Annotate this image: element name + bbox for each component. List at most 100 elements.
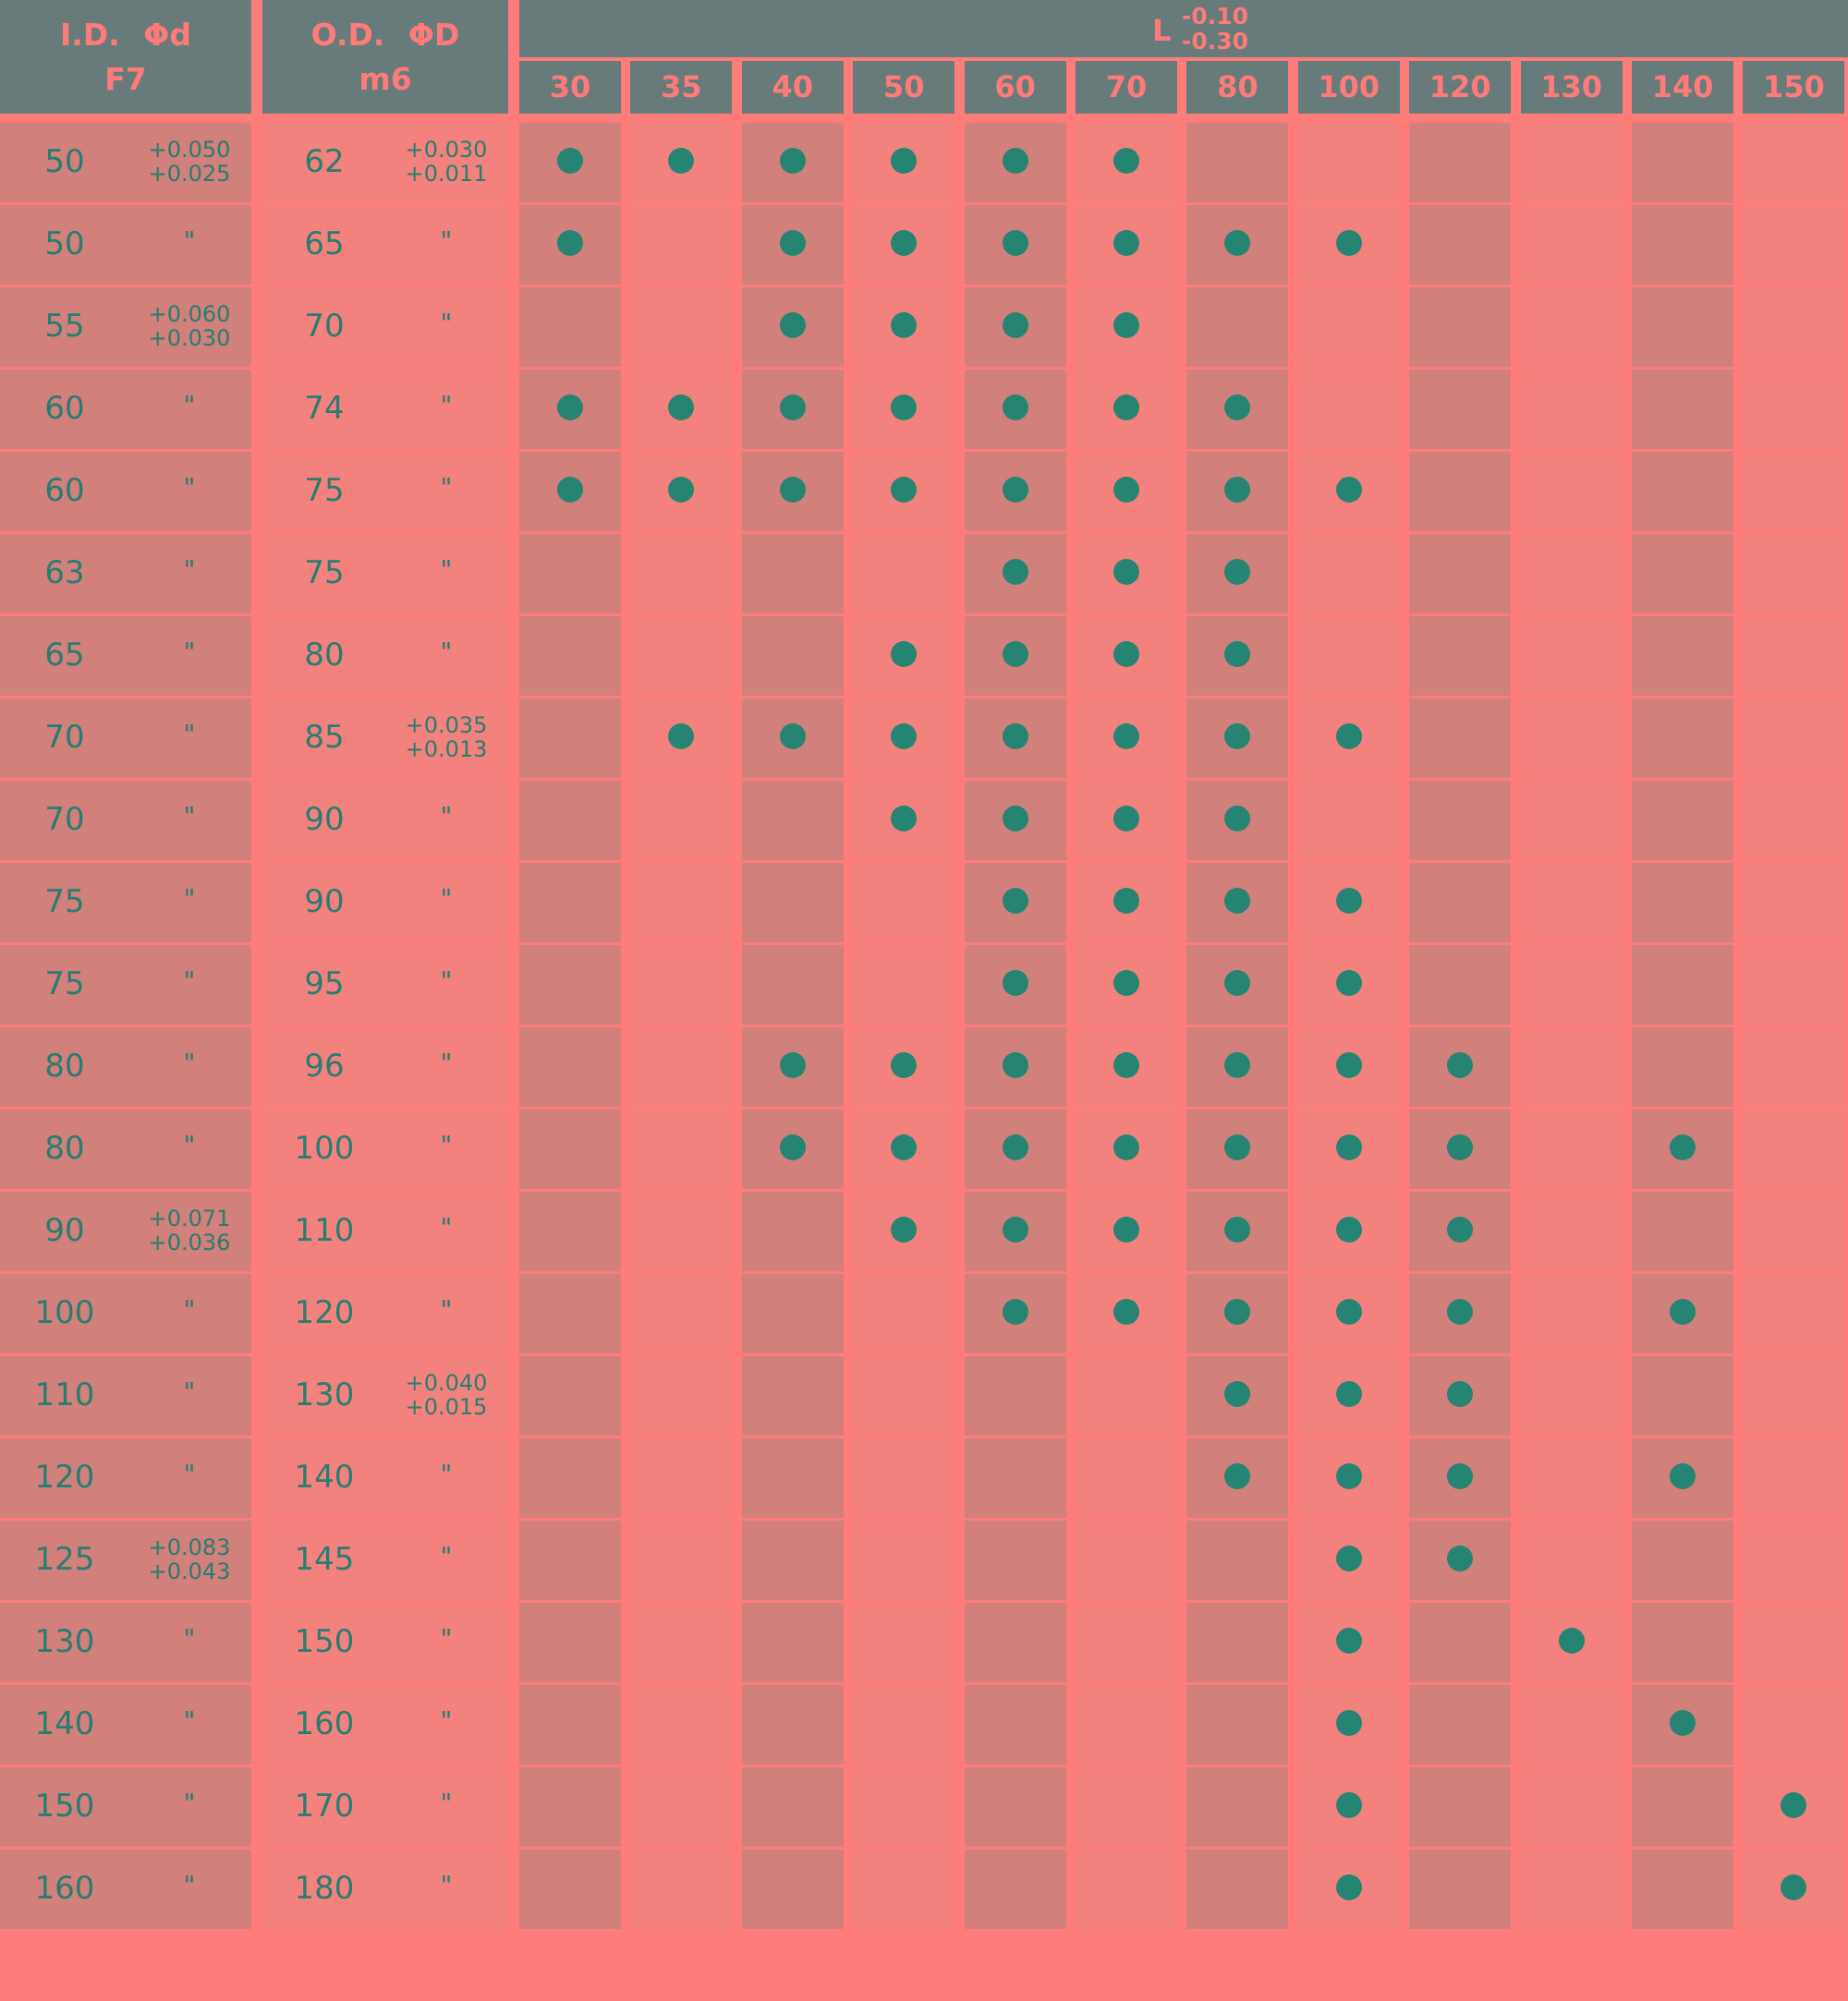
od-cell: 140 ": [262, 1438, 508, 1518]
length-cell-150: [1743, 123, 1845, 202]
id-value: 70: [44, 719, 85, 756]
available-dot: [1335, 1052, 1362, 1078]
id-value: 50: [44, 143, 85, 180]
length-cell-30: [519, 123, 621, 202]
available-dot: [1224, 806, 1251, 831]
available-dot: [1002, 312, 1028, 338]
length-cell-130: [1520, 945, 1623, 1025]
length-cell-60: [964, 1027, 1066, 1107]
length-cell-140: [1632, 1521, 1733, 1600]
length-cell-70: [1076, 1110, 1177, 1189]
length-cell-140: [1632, 287, 1733, 367]
length-cell-100: [1297, 1603, 1400, 1682]
length-cell-50: [853, 452, 955, 531]
length-cell-120: [1409, 863, 1512, 942]
length-cell-140: [1632, 698, 1733, 778]
available-dot: [1113, 970, 1139, 996]
length-cell-50: [853, 534, 955, 613]
od-tolerance: ": [440, 1212, 453, 1243]
length-cell-40: [741, 1685, 844, 1765]
available-dot: [1224, 1299, 1251, 1325]
length-cell-100: [1297, 1849, 1400, 1929]
available-dot: [1113, 1299, 1139, 1325]
id-cell: 80 ": [0, 1027, 251, 1107]
length-cell-130: [1520, 1438, 1623, 1518]
od-cell: 110 ": [262, 1192, 508, 1271]
length-cell-150: [1743, 1110, 1845, 1189]
id-cell: 50 +0.050 +0.025: [0, 123, 251, 202]
id-tolerance: ": [183, 1376, 196, 1407]
id-cell: 60 ": [0, 370, 251, 449]
length-cell-120: [1409, 452, 1512, 531]
length-cell-80: [1186, 1438, 1289, 1518]
od-cell: 75 ": [262, 534, 508, 613]
available-dot: [1447, 1134, 1474, 1160]
available-dot: [1781, 1792, 1807, 1818]
od-tolerance: ": [440, 225, 453, 256]
od-grade: m6: [359, 61, 412, 97]
length-cell-50: [853, 863, 955, 942]
available-dot: [1447, 1546, 1474, 1571]
id-label: I.D.: [60, 17, 120, 53]
od-tolerance: ": [440, 1788, 453, 1818]
available-dot: [1335, 1463, 1362, 1489]
length-cell-30: [519, 452, 621, 531]
id-cell: 160 ": [0, 1849, 251, 1929]
id-tolerance-line: +0.043: [148, 1558, 231, 1584]
od-tolerance: ": [440, 1870, 453, 1900]
length-cell-80: [1186, 698, 1289, 778]
od-value: 74: [304, 390, 345, 427]
available-dot: [557, 230, 583, 256]
length-cell-70: [1076, 698, 1177, 778]
length-cell-120: [1409, 1767, 1512, 1847]
length-cell-30: [519, 534, 621, 613]
id-tolerance: ": [183, 965, 196, 996]
length-col-150: 150: [1743, 61, 1845, 114]
od-tolerance: ": [440, 965, 453, 996]
id-symbol: Φd: [143, 17, 191, 53]
od-tolerance: ": [440, 637, 453, 667]
length-cell-140: [1632, 1767, 1733, 1847]
length-cell-70: [1076, 1767, 1177, 1847]
length-cell-100: [1297, 205, 1400, 285]
od-tolerance: ": [440, 472, 453, 503]
length-cell-100: [1297, 370, 1400, 449]
length-cell-150: [1743, 1274, 1845, 1353]
length-cell-120: [1409, 1685, 1512, 1765]
od-value: 180: [294, 1870, 355, 1907]
length-cell-30: [519, 287, 621, 367]
length-cell-40: [741, 1192, 844, 1271]
length-cell-70: [1076, 452, 1177, 531]
length-cell-140: [1632, 370, 1733, 449]
length-cell-40: [741, 205, 844, 285]
available-dot: [1781, 1874, 1807, 1900]
id-value: 110: [34, 1376, 95, 1413]
available-dot: [1113, 641, 1139, 667]
length-cell-30: [519, 1521, 621, 1600]
available-dot: [891, 312, 918, 338]
available-dot: [1447, 1299, 1474, 1325]
od-tolerance: ": [440, 1048, 453, 1078]
id-value: 100: [34, 1294, 95, 1331]
od-tolerance-line: +0.035: [405, 712, 488, 738]
length-cell-150: [1743, 1767, 1845, 1847]
length-cell-40: [741, 781, 844, 860]
available-dot: [1002, 477, 1028, 503]
available-dot: [1558, 1628, 1585, 1654]
od-value: 120: [294, 1294, 355, 1331]
length-cell-50: [853, 1685, 955, 1765]
available-dot: [779, 230, 806, 256]
length-cell-120: [1409, 945, 1512, 1025]
od-cell: 150 ": [262, 1603, 508, 1682]
length-cell-150: [1743, 1192, 1845, 1271]
od-value: 75: [304, 472, 345, 509]
available-dot: [1670, 1463, 1696, 1489]
od-cell: 100 ": [262, 1110, 508, 1189]
length-cell-40: [741, 123, 844, 202]
available-dot: [1224, 641, 1251, 667]
available-dot: [1002, 148, 1028, 174]
available-dot: [1002, 1134, 1028, 1160]
length-cell-50: [853, 781, 955, 860]
length-cell-150: [1743, 1849, 1845, 1929]
available-dot: [779, 148, 806, 174]
